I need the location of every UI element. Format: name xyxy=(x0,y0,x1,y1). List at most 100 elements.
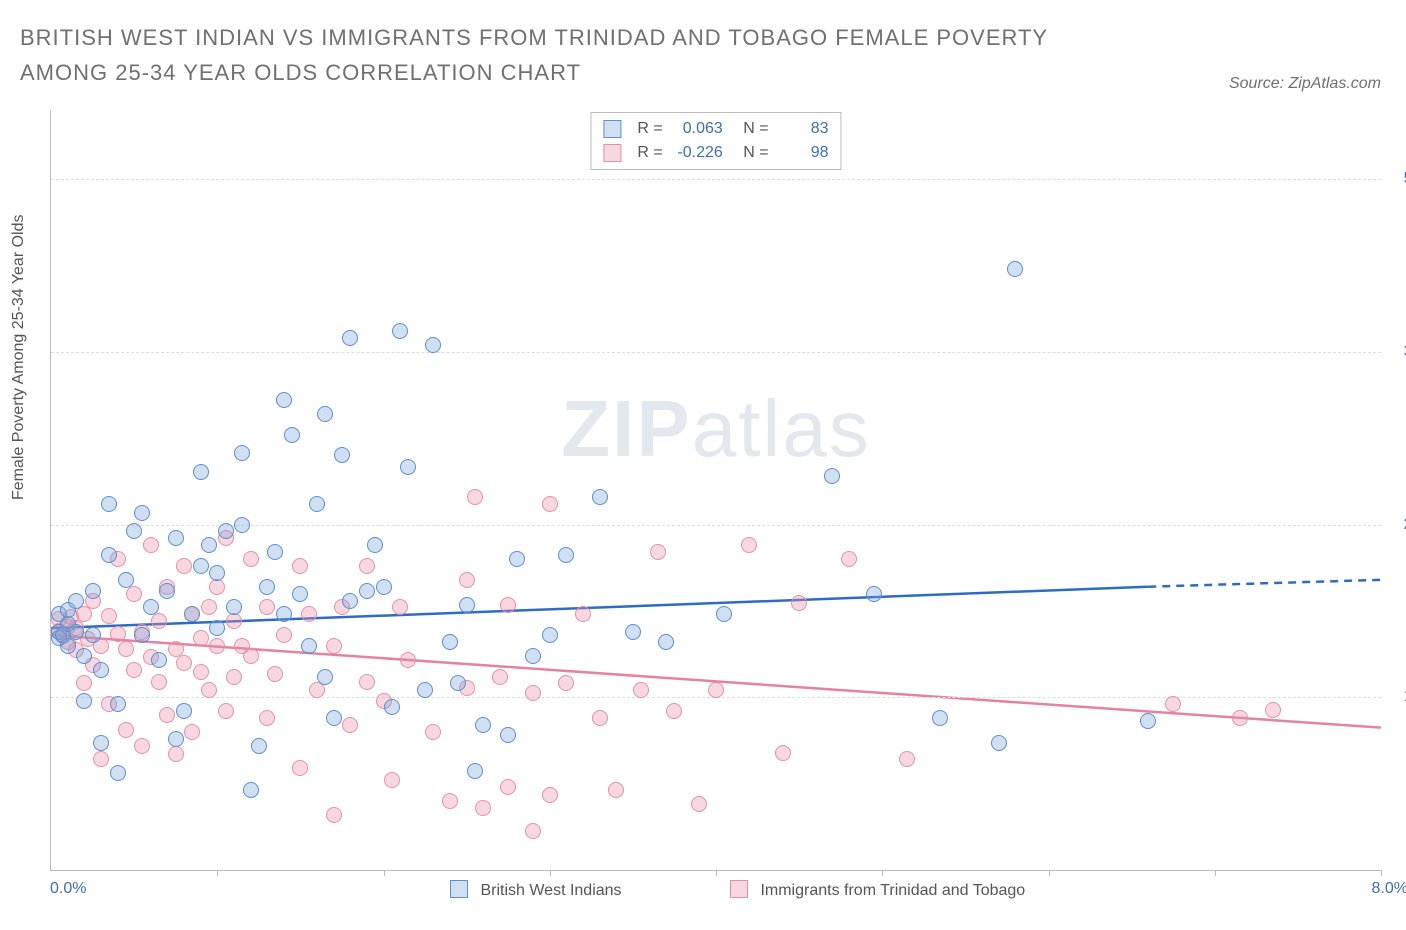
scatter-point-tt xyxy=(176,558,192,574)
x-tick-mark xyxy=(1381,870,1382,876)
scatter-point-bwi xyxy=(475,717,491,733)
scatter-point-bwi xyxy=(450,675,466,691)
scatter-point-tt xyxy=(326,807,342,823)
scatter-point-bwi xyxy=(1007,261,1023,277)
n-value-bwi: 83 xyxy=(777,117,829,141)
swatch-tt-icon xyxy=(603,144,621,162)
scatter-point-tt xyxy=(301,606,317,622)
chart-title: BRITISH WEST INDIAN VS IMMIGRANTS FROM T… xyxy=(20,20,1120,90)
scatter-point-tt xyxy=(475,800,491,816)
scatter-point-bwi xyxy=(334,447,350,463)
scatter-point-tt xyxy=(666,703,682,719)
scatter-point-bwi xyxy=(101,496,117,512)
trend-lines xyxy=(51,110,1381,870)
scatter-point-tt xyxy=(500,597,516,613)
scatter-point-tt xyxy=(525,823,541,839)
scatter-point-bwi xyxy=(716,606,732,622)
scatter-point-tt xyxy=(400,652,416,668)
scatter-point-tt xyxy=(118,722,134,738)
scatter-point-bwi xyxy=(866,586,882,602)
scatter-point-tt xyxy=(76,675,92,691)
scatter-point-tt xyxy=(899,751,915,767)
scatter-point-tt xyxy=(110,626,126,642)
scatter-point-bwi xyxy=(267,544,283,560)
scatter-point-bwi xyxy=(85,627,101,643)
scatter-point-bwi xyxy=(76,693,92,709)
scatter-point-bwi xyxy=(193,464,209,480)
scatter-point-tt xyxy=(459,572,475,588)
scatter-point-bwi xyxy=(317,669,333,685)
stats-legend: R = 0.063 N = 83 R = -0.226 N = 98 xyxy=(590,112,841,170)
scatter-point-bwi xyxy=(309,496,325,512)
scatter-point-tt xyxy=(193,664,209,680)
scatter-point-tt xyxy=(276,627,292,643)
scatter-point-tt xyxy=(392,599,408,615)
scatter-point-tt xyxy=(775,745,791,761)
scatter-point-bwi xyxy=(467,763,483,779)
scatter-point-bwi xyxy=(326,710,342,726)
scatter-point-bwi xyxy=(367,537,383,553)
scatter-point-bwi xyxy=(509,551,525,567)
n-value-tt: 98 xyxy=(777,141,829,165)
legend-label-bwi: British West Indians xyxy=(480,882,621,899)
scatter-point-tt xyxy=(691,796,707,812)
scatter-point-bwi xyxy=(625,624,641,640)
scatter-point-bwi xyxy=(317,406,333,422)
scatter-point-bwi xyxy=(243,782,259,798)
scatter-point-tt xyxy=(209,638,225,654)
legend-item-tt: Immigrants from Trinidad and Tobago xyxy=(730,880,1025,900)
scatter-point-tt xyxy=(1232,710,1248,726)
scatter-point-tt xyxy=(168,746,184,762)
scatter-point-tt xyxy=(791,595,807,611)
scatter-point-bwi xyxy=(259,579,275,595)
scatter-point-tt xyxy=(151,674,167,690)
scatter-point-bwi xyxy=(143,599,159,615)
scatter-point-tt xyxy=(259,599,275,615)
scatter-point-tt xyxy=(542,496,558,512)
scatter-point-bwi xyxy=(292,586,308,602)
scatter-point-bwi xyxy=(134,627,150,643)
scatter-point-tt xyxy=(184,724,200,740)
swatch-tt-icon xyxy=(730,880,748,898)
scatter-point-tt xyxy=(226,613,242,629)
scatter-point-bwi xyxy=(251,738,267,754)
r-value-tt: -0.226 xyxy=(671,141,723,165)
scatter-point-bwi xyxy=(209,620,225,636)
swatch-bwi-icon xyxy=(603,120,621,138)
scatter-point-bwi xyxy=(500,727,516,743)
x-tick-mark xyxy=(1049,870,1050,876)
scatter-point-bwi xyxy=(60,638,76,654)
scatter-point-tt xyxy=(467,489,483,505)
r-label: R = xyxy=(637,141,662,165)
swatch-bwi-icon xyxy=(450,880,468,898)
scatter-point-bwi xyxy=(376,579,392,595)
scatter-point-bwi xyxy=(1140,713,1156,729)
x-tick-mark xyxy=(882,870,883,876)
watermark-atlas: atlas xyxy=(692,384,871,473)
stats-legend-row-bwi: R = 0.063 N = 83 xyxy=(603,117,828,141)
source-attribution: Source: ZipAtlas.com xyxy=(1229,75,1381,93)
gridline xyxy=(51,352,1381,353)
scatter-point-bwi xyxy=(525,648,541,664)
legend-item-bwi: British West Indians xyxy=(450,880,622,900)
scatter-point-tt xyxy=(650,544,666,560)
scatter-point-bwi xyxy=(126,523,142,539)
scatter-point-tt xyxy=(292,558,308,574)
x-tick-mark xyxy=(217,870,218,876)
scatter-point-bwi xyxy=(658,634,674,650)
scatter-point-tt xyxy=(741,537,757,553)
scatter-point-bwi xyxy=(193,558,209,574)
scatter-point-bwi xyxy=(991,735,1007,751)
scatter-point-bwi xyxy=(276,392,292,408)
n-label: N = xyxy=(743,117,768,141)
x-tick-mark xyxy=(716,870,717,876)
n-label: N = xyxy=(743,141,768,165)
scatter-point-bwi xyxy=(459,597,475,613)
scatter-point-tt xyxy=(841,551,857,567)
scatter-point-bwi xyxy=(201,537,217,553)
scatter-point-bwi xyxy=(226,599,242,615)
scatter-point-tt xyxy=(134,738,150,754)
scatter-point-tt xyxy=(542,787,558,803)
scatter-point-bwi xyxy=(134,505,150,521)
scatter-point-bwi xyxy=(110,696,126,712)
